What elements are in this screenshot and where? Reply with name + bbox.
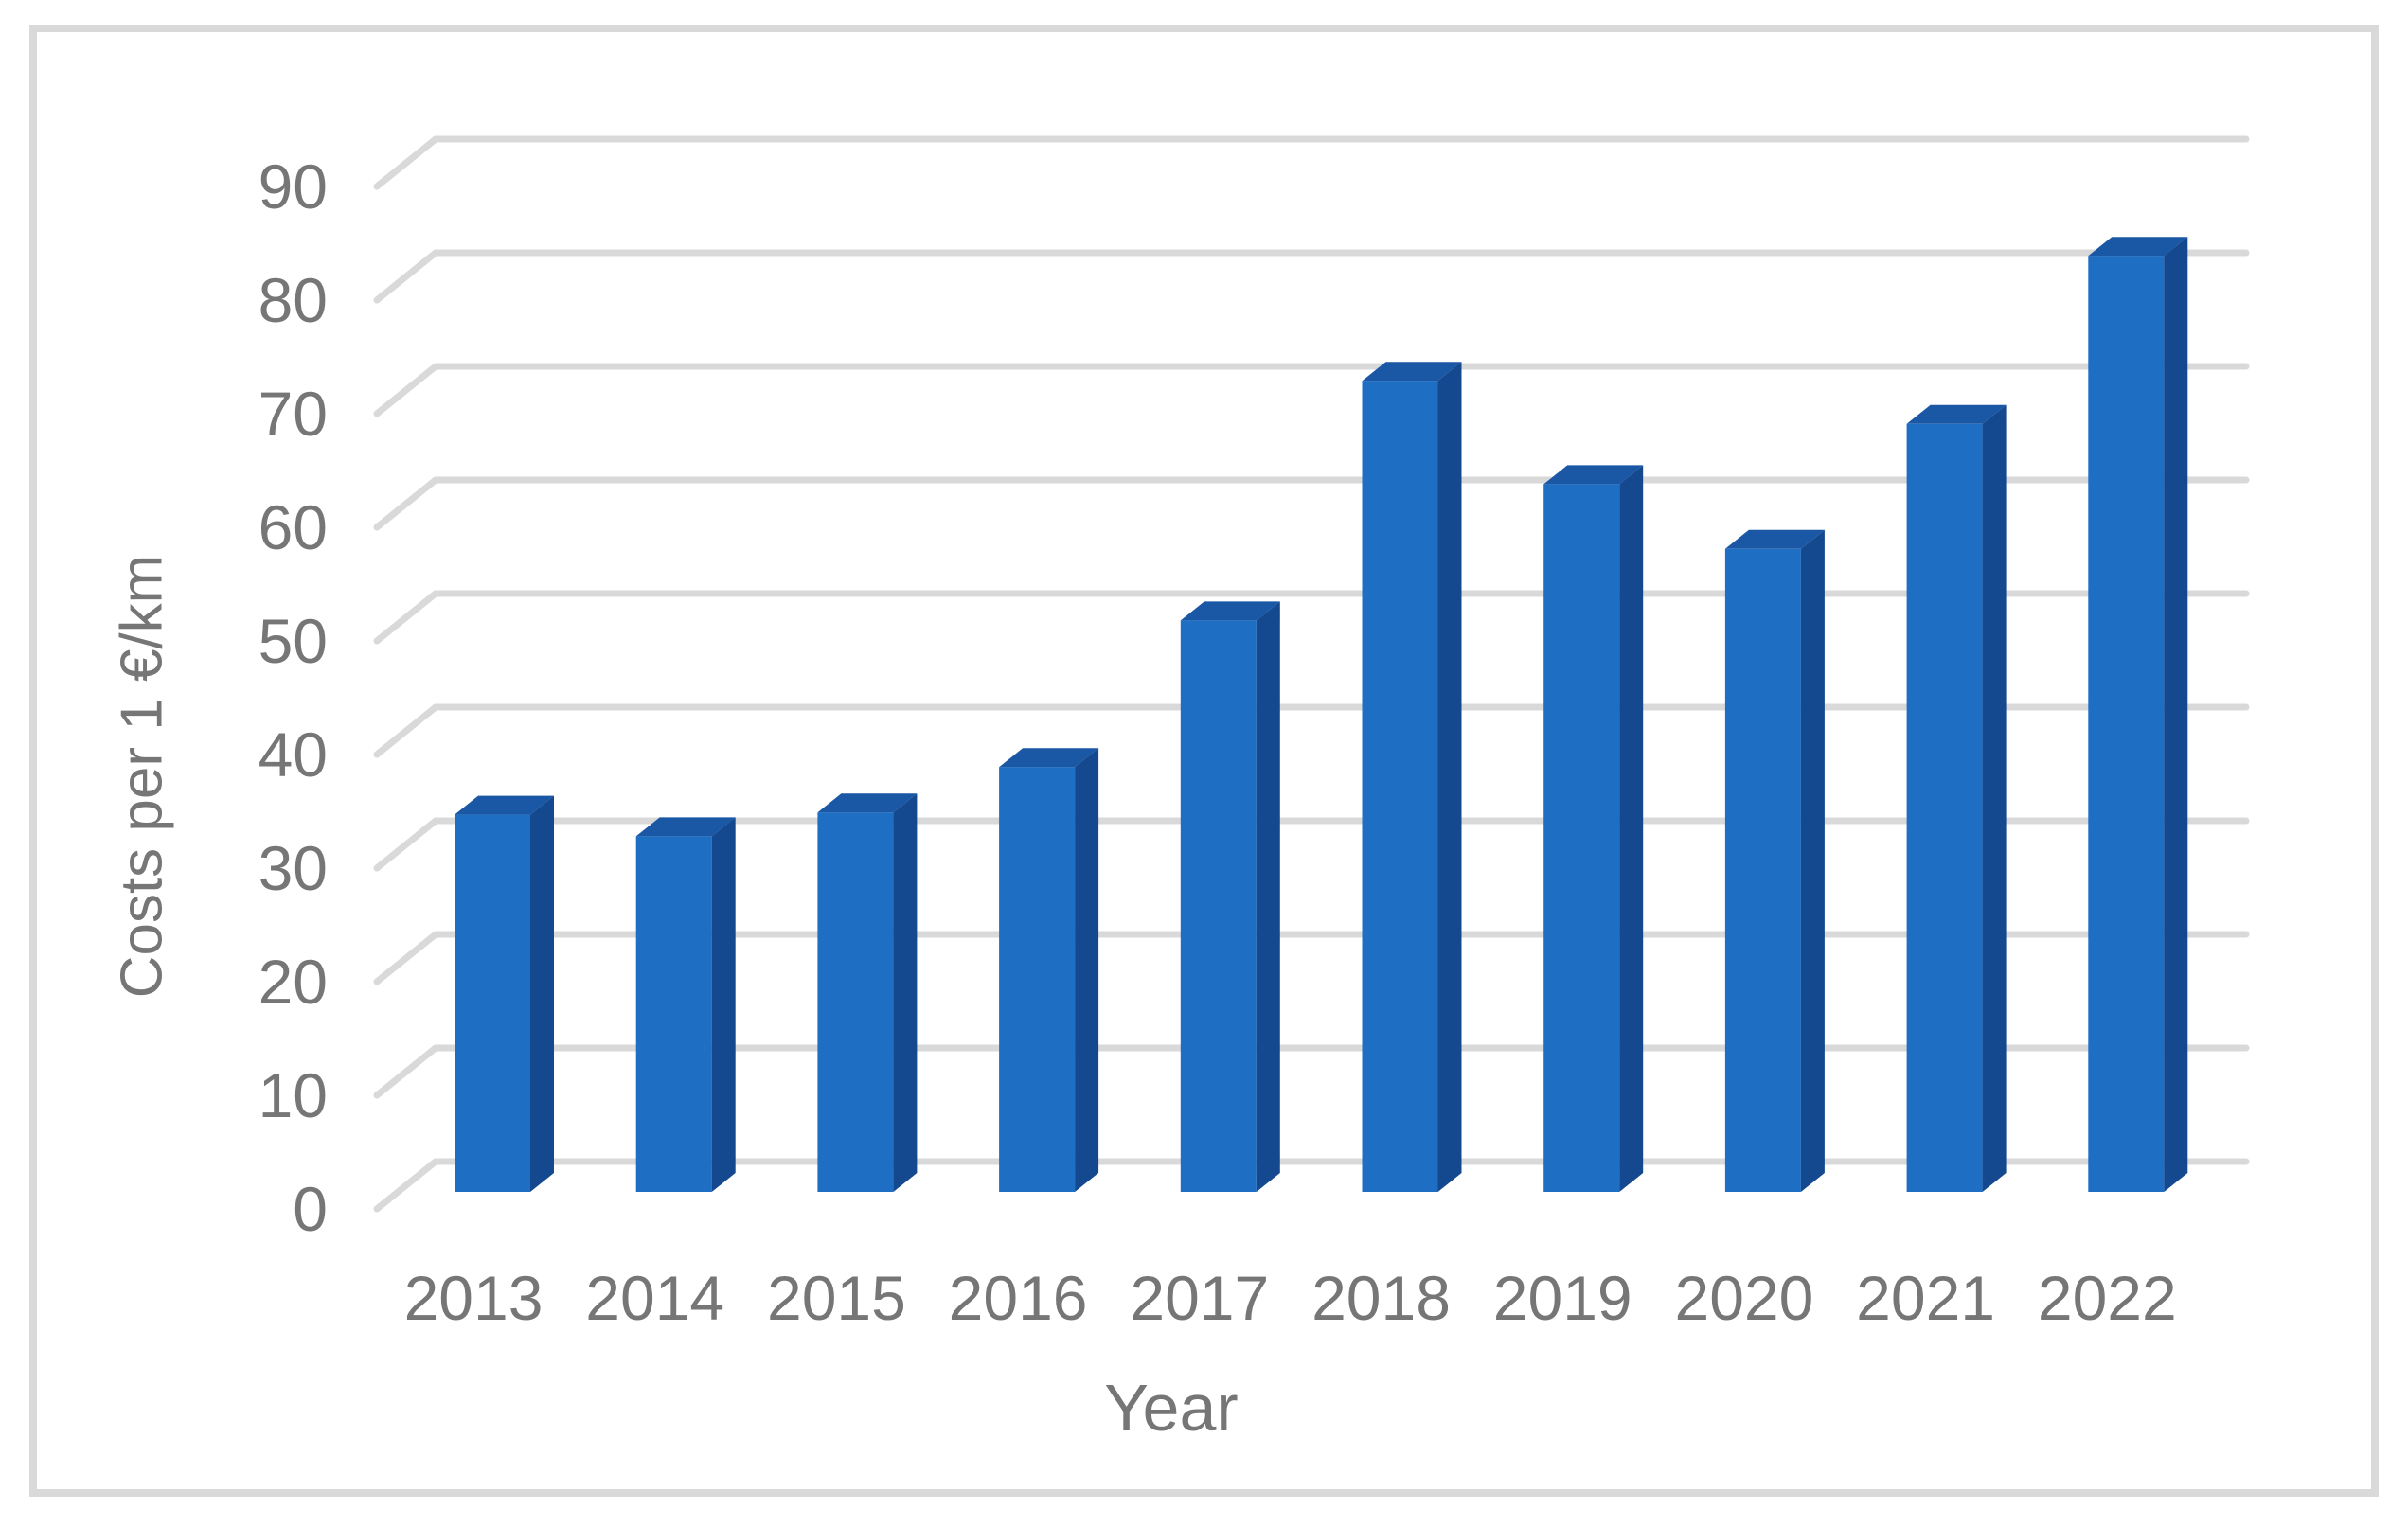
bar-front-2014 xyxy=(635,836,712,1192)
bar-top-2016 xyxy=(999,748,1099,768)
y-tick-label-40: 40 xyxy=(259,719,328,790)
bar-side-2017 xyxy=(1256,601,1280,1192)
bar-side-2016 xyxy=(1075,748,1099,1192)
bar-front-2019 xyxy=(1543,484,1620,1192)
bar-side-2021 xyxy=(1982,404,2007,1192)
bar-side-2022 xyxy=(2164,237,2188,1192)
bar-top-2013 xyxy=(455,795,554,815)
bar-front-2016 xyxy=(999,767,1076,1192)
bar-front-2013 xyxy=(455,814,530,1192)
y-tick-label-50: 50 xyxy=(259,606,328,676)
bar-top-2018 xyxy=(1362,362,1462,382)
x-tick-label-2017: 2017 xyxy=(1130,1263,1269,1333)
x-tick-label-2014: 2014 xyxy=(585,1263,724,1333)
bar-side-2015 xyxy=(893,793,918,1192)
bar-top-2014 xyxy=(635,817,736,837)
y-tick-label-90: 90 xyxy=(259,151,328,222)
bar-top-2020 xyxy=(1724,529,1825,549)
x-tick-label-2021: 2021 xyxy=(1856,1263,1995,1333)
bar-front-2017 xyxy=(1180,620,1257,1192)
x-tick-label-2015: 2015 xyxy=(767,1263,906,1333)
y-tick-label-0: 0 xyxy=(293,1174,328,1244)
bar-top-2021 xyxy=(1906,404,2007,424)
bar-side-2020 xyxy=(1800,529,1825,1192)
figure-border xyxy=(29,25,2379,1497)
y-tick-label-10: 10 xyxy=(259,1060,328,1130)
x-tick-label-2018: 2018 xyxy=(1311,1263,1451,1333)
bar-front-2020 xyxy=(1724,548,1801,1192)
bar-side-2014 xyxy=(711,817,736,1192)
x-tick-label-2013: 2013 xyxy=(404,1263,544,1333)
bar-top-2017 xyxy=(1180,601,1280,621)
y-tick-label-20: 20 xyxy=(259,947,328,1017)
y-tick-label-30: 30 xyxy=(259,833,328,903)
bar-top-2022 xyxy=(2088,237,2188,257)
y-tick-label-60: 60 xyxy=(259,492,328,562)
y-axis-title: Costs per 1 €/km xyxy=(109,554,175,999)
bar-side-2019 xyxy=(1619,465,1644,1192)
x-tick-label-2022: 2022 xyxy=(2038,1263,2177,1333)
bar-front-2021 xyxy=(1906,423,1983,1192)
gridline-90 xyxy=(373,135,2250,190)
x-tick-label-2019: 2019 xyxy=(1493,1263,1632,1333)
x-axis-title: Year xyxy=(1104,1371,1239,1445)
y-tick-label-80: 80 xyxy=(259,265,328,335)
bar-top-2015 xyxy=(817,793,918,813)
x-tick-label-2020: 2020 xyxy=(1674,1263,1813,1333)
y-tick-label-70: 70 xyxy=(259,379,328,449)
gridline-70 xyxy=(373,363,2250,417)
x-tick-label-2016: 2016 xyxy=(949,1263,1088,1333)
gridline-80 xyxy=(373,249,2250,304)
bar-top-2019 xyxy=(1543,465,1644,485)
bar-side-2018 xyxy=(1437,362,1462,1192)
bar-front-2018 xyxy=(1362,381,1438,1192)
bar-front-2022 xyxy=(2088,256,2165,1192)
bar-front-2015 xyxy=(817,812,894,1192)
bar-side-2013 xyxy=(530,795,554,1192)
